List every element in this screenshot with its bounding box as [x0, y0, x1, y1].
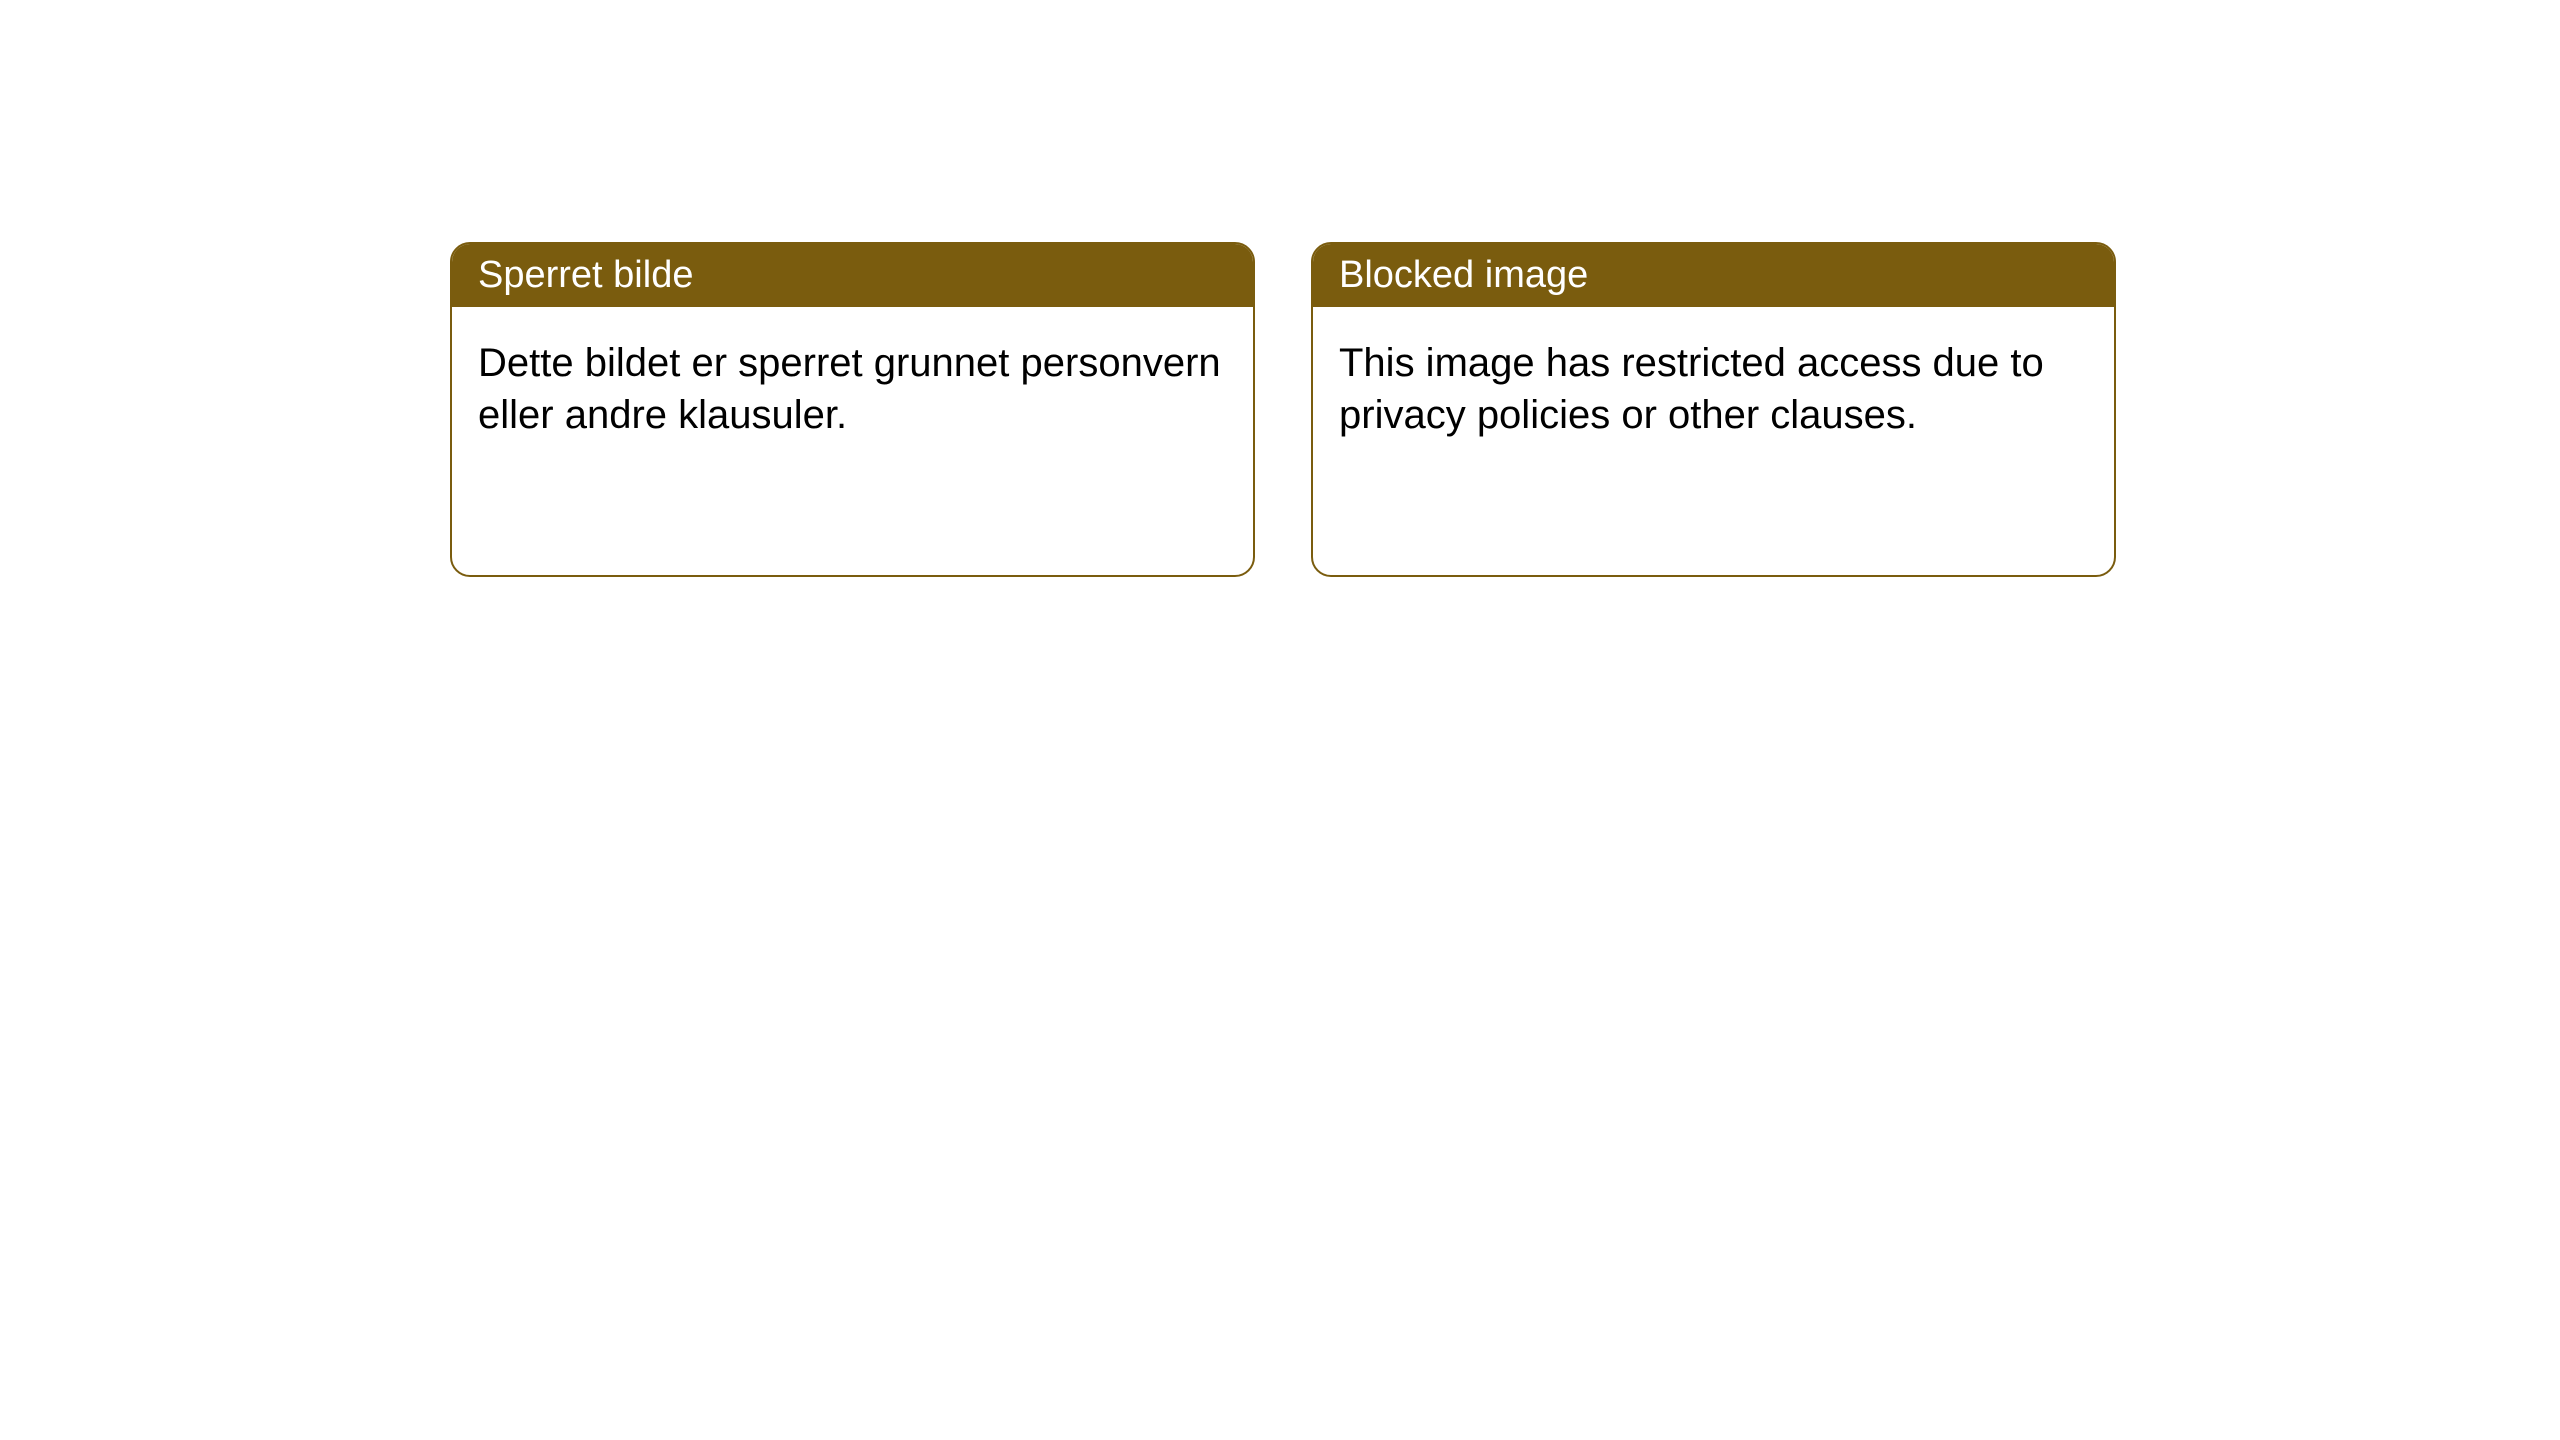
notice-body-no: Dette bildet er sperret grunnet personve… [452, 307, 1253, 471]
notice-card-en: Blocked image This image has restricted … [1311, 242, 2116, 577]
notice-body-en: This image has restricted access due to … [1313, 307, 2114, 471]
notice-title-no: Sperret bilde [452, 244, 1253, 307]
notice-title-en: Blocked image [1313, 244, 2114, 307]
notice-container: Sperret bilde Dette bildet er sperret gr… [450, 242, 2116, 577]
notice-card-no: Sperret bilde Dette bildet er sperret gr… [450, 242, 1255, 577]
